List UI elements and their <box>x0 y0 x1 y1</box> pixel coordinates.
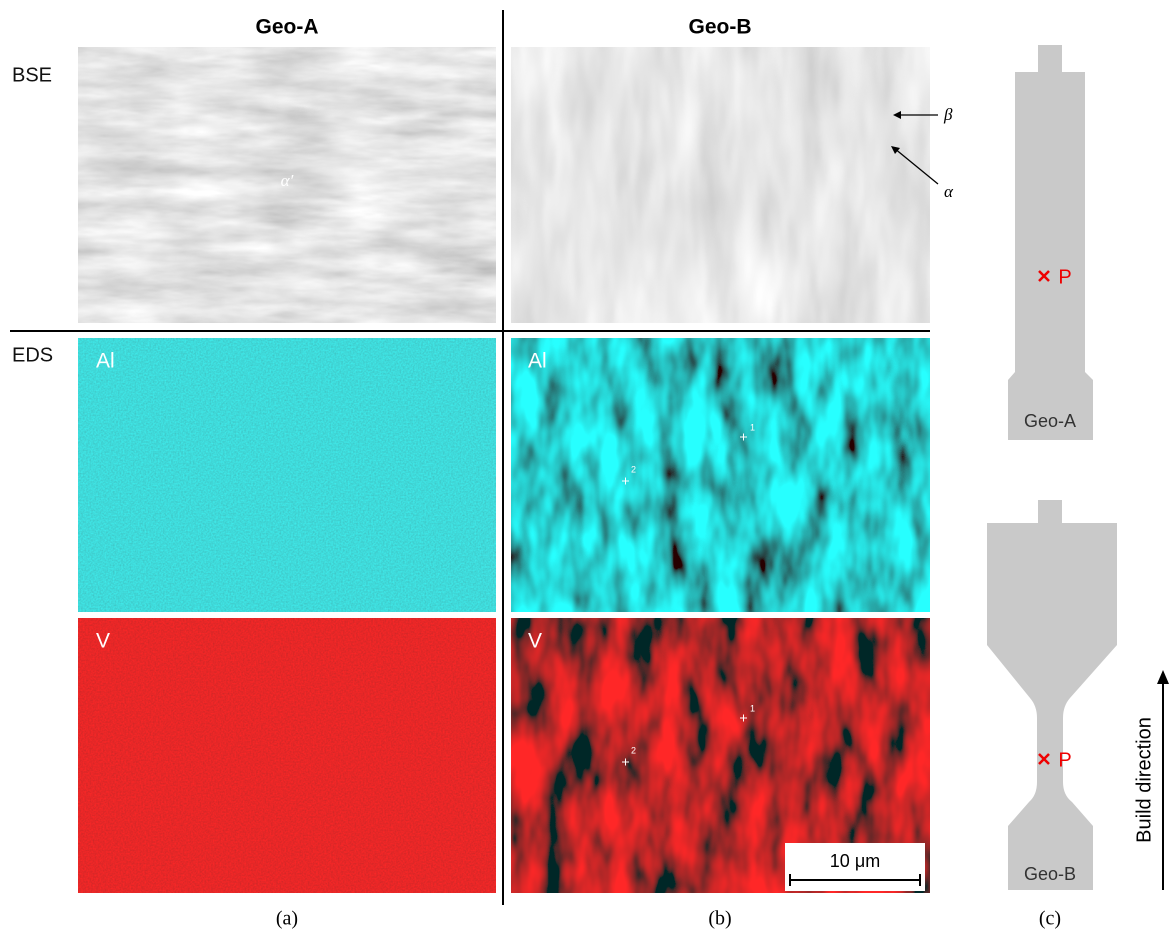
eds-al-map <box>511 338 930 612</box>
point-label: P <box>1058 266 1071 288</box>
arrowhead <box>1157 670 1169 684</box>
caption: (c) <box>1039 908 1061 930</box>
row-label: BSE <box>12 64 52 86</box>
panel-label: Al <box>96 350 115 373</box>
annotation: α′ <box>281 171 294 190</box>
column-header: Geo-A <box>256 16 319 39</box>
figure: Geo-A Geo-B BSE EDS α′ β α Al V Al V 1 2… <box>0 0 1171 938</box>
panel-label: V <box>96 630 110 653</box>
point-label: P <box>1058 749 1071 771</box>
annotation: α <box>944 182 954 201</box>
point-label: 1 <box>750 422 755 432</box>
caption: (a) <box>276 908 298 930</box>
point-label: 1 <box>750 703 755 713</box>
specimen-label: Geo-A <box>1024 411 1076 431</box>
scale-bar-label: 10 μm <box>830 851 880 871</box>
point-label: 2 <box>631 464 636 474</box>
panel-label: V <box>528 630 542 653</box>
bse-image <box>511 47 930 323</box>
specimen-label: Geo-B <box>1024 864 1076 884</box>
caption: (b) <box>708 908 731 930</box>
eds-al-map <box>78 338 496 612</box>
build-direction-label: Build direction <box>1133 717 1155 843</box>
row-label: EDS <box>12 344 53 366</box>
specimen-geo-a <box>1008 45 1093 440</box>
column-header: Geo-B <box>689 16 752 39</box>
panel-label: Al <box>528 350 547 373</box>
eds-v-map <box>78 618 496 893</box>
specimen-geo-b <box>987 500 1117 890</box>
annotation: β <box>943 105 953 124</box>
point-label: 2 <box>631 745 636 755</box>
